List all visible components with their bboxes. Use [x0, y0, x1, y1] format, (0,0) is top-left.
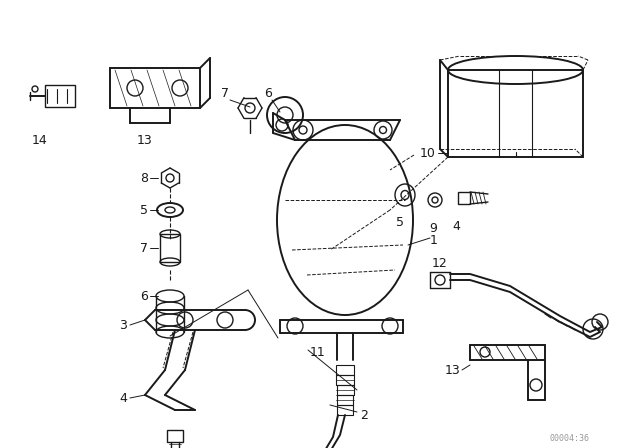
Text: 10: 10 — [420, 146, 436, 159]
Text: 1: 1 — [430, 233, 438, 246]
Text: 7: 7 — [140, 241, 148, 254]
Text: 9: 9 — [429, 221, 437, 234]
Text: 13: 13 — [137, 134, 153, 146]
Bar — [167, 430, 183, 442]
Text: 11: 11 — [310, 345, 326, 358]
Bar — [336, 375, 354, 385]
Text: 5: 5 — [140, 203, 148, 216]
Text: 00004:36: 00004:36 — [550, 434, 590, 443]
Text: 13: 13 — [444, 363, 460, 376]
Text: 2: 2 — [360, 409, 368, 422]
Text: 3: 3 — [119, 319, 127, 332]
Bar — [45, 85, 75, 107]
Text: 6: 6 — [264, 86, 272, 99]
Bar — [337, 405, 353, 415]
Bar — [458, 192, 470, 204]
Bar — [160, 234, 180, 262]
Text: 12: 12 — [432, 257, 448, 270]
Bar — [448, 70, 583, 157]
Text: 8: 8 — [140, 172, 148, 185]
Text: 4: 4 — [119, 392, 127, 405]
Text: 4: 4 — [452, 220, 460, 233]
Bar — [336, 365, 354, 375]
Text: 5: 5 — [396, 215, 404, 228]
Bar — [337, 385, 353, 395]
Text: 7: 7 — [221, 86, 229, 99]
Text: 14: 14 — [32, 134, 48, 146]
Text: 6: 6 — [140, 289, 148, 302]
Bar — [337, 395, 353, 405]
